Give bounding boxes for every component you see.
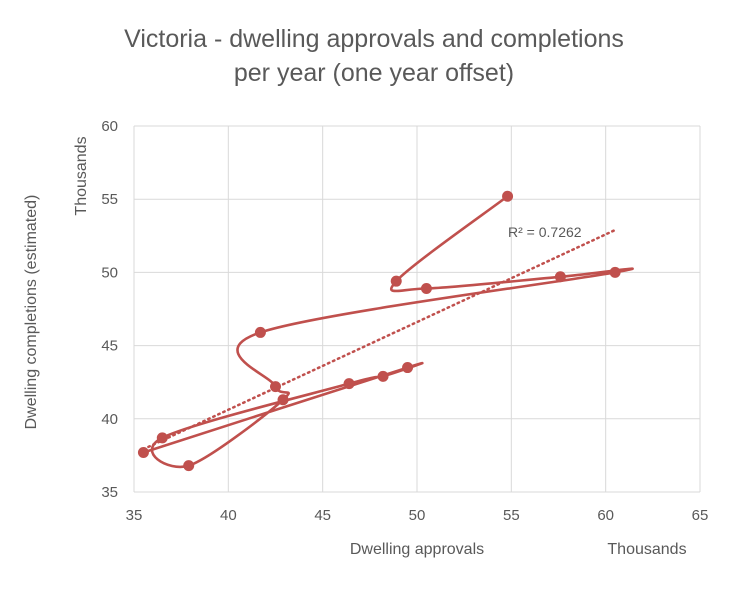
y-tick-label: 60 (101, 118, 118, 135)
y-axis-unit: Thousands (73, 136, 90, 215)
data-point (254, 326, 266, 338)
y-tick-label: 45 (101, 338, 118, 355)
x-axis-unit: Thousands (607, 541, 686, 558)
data-point (156, 432, 168, 444)
x-axis-label: Dwelling approvals (350, 541, 484, 558)
data-point (183, 460, 195, 472)
y-tick-label: 35 (101, 484, 118, 501)
data-point (402, 362, 414, 374)
data-point (343, 378, 355, 390)
trendline (142, 228, 617, 451)
x-tick-label: 65 (692, 507, 709, 524)
x-tick-label: 40 (220, 507, 237, 524)
data-point (377, 370, 389, 382)
y-tick-label: 40 (101, 411, 118, 428)
data-point (270, 381, 281, 393)
gridlines (133, 125, 701, 493)
r-squared-label: R² = 0.7262 (508, 224, 582, 240)
y-tick-label: 50 (101, 264, 118, 281)
tick-labels: 35 40 45 50 55 60 65 35 40 45 50 55 60 (101, 118, 708, 524)
chart-title-line-2: per year (one year offset) (234, 59, 514, 87)
data-point (554, 271, 566, 283)
y-axis-label: Dwelling completions (estimated) (23, 195, 40, 430)
data-points (137, 190, 621, 472)
data-point (502, 190, 514, 202)
x-tick-label: 50 (409, 507, 426, 524)
x-tick-label: 35 (126, 507, 143, 524)
data-point (277, 394, 289, 406)
data-point (420, 283, 432, 295)
data-point (390, 275, 402, 287)
data-point (137, 446, 149, 458)
y-tick-label: 55 (101, 191, 118, 208)
x-tick-label: 55 (503, 507, 520, 524)
data-point (609, 266, 621, 278)
x-tick-label: 45 (314, 507, 331, 524)
chart-title-line-1: Victoria - dwelling approvals and comple… (124, 25, 624, 53)
x-tick-label: 60 (597, 507, 614, 524)
